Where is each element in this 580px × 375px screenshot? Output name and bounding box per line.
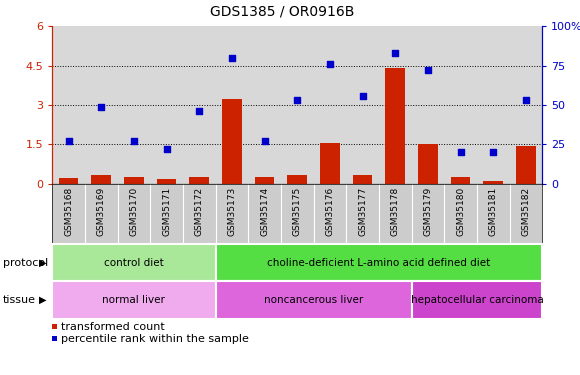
Text: GSM35180: GSM35180 (456, 187, 465, 236)
Text: GSM35174: GSM35174 (260, 187, 269, 236)
Bar (216, 281, 412, 319)
Bar (484, 181, 503, 184)
Bar (451, 177, 470, 184)
Text: noncancerous liver: noncancerous liver (264, 295, 363, 305)
Text: tissue: tissue (3, 295, 36, 305)
Point (521, 97, 531, 103)
Text: GDS1385 / OR0916B: GDS1385 / OR0916B (211, 5, 354, 19)
Text: GSM35168: GSM35168 (64, 187, 73, 236)
Text: control diet: control diet (104, 258, 164, 267)
Text: GSM35175: GSM35175 (293, 187, 302, 236)
Point (358, 93, 367, 99)
Point (64, 138, 73, 144)
Point (195, 108, 204, 114)
Text: GSM35170: GSM35170 (129, 187, 139, 236)
Text: GSM35177: GSM35177 (358, 187, 367, 236)
Bar (255, 177, 274, 184)
Text: transformed count: transformed count (61, 322, 165, 332)
Bar (418, 144, 438, 184)
Text: ▶: ▶ (39, 295, 46, 305)
Bar (59, 178, 78, 184)
Point (325, 61, 335, 67)
Text: protocol: protocol (3, 258, 48, 267)
Text: GSM35171: GSM35171 (162, 187, 171, 236)
Bar (222, 99, 242, 184)
Text: GSM35181: GSM35181 (489, 187, 498, 236)
Text: GSM35178: GSM35178 (391, 187, 400, 236)
Text: choline-deficient L-amino acid defined diet: choline-deficient L-amino acid defined d… (267, 258, 491, 267)
Text: hepatocellular carcinoma: hepatocellular carcinoma (411, 295, 543, 305)
Point (260, 138, 269, 144)
Point (391, 50, 400, 56)
Text: GSM35172: GSM35172 (195, 187, 204, 236)
Text: ▶: ▶ (39, 258, 46, 267)
Bar (320, 143, 340, 184)
Point (162, 146, 171, 152)
Point (423, 68, 433, 74)
Bar (412, 281, 542, 319)
Point (489, 149, 498, 155)
Bar (386, 68, 405, 184)
Bar (157, 178, 176, 184)
Point (129, 138, 139, 144)
Point (227, 55, 237, 61)
Bar (52, 244, 216, 281)
Bar (516, 147, 536, 184)
Bar (124, 177, 144, 184)
Text: percentile rank within the sample: percentile rank within the sample (61, 334, 249, 344)
Point (292, 97, 302, 103)
Bar (190, 177, 209, 184)
Point (456, 149, 465, 155)
Text: normal liver: normal liver (103, 295, 165, 305)
Bar (216, 244, 542, 281)
Bar (353, 175, 372, 184)
Text: GSM35176: GSM35176 (325, 187, 335, 236)
Bar (52, 281, 216, 319)
Bar (92, 176, 111, 184)
Text: GSM35173: GSM35173 (227, 187, 237, 236)
Text: GSM35179: GSM35179 (423, 187, 433, 236)
Point (96, 104, 106, 110)
Text: GSM35169: GSM35169 (97, 187, 106, 236)
Text: GSM35182: GSM35182 (521, 187, 531, 236)
Bar (288, 175, 307, 184)
